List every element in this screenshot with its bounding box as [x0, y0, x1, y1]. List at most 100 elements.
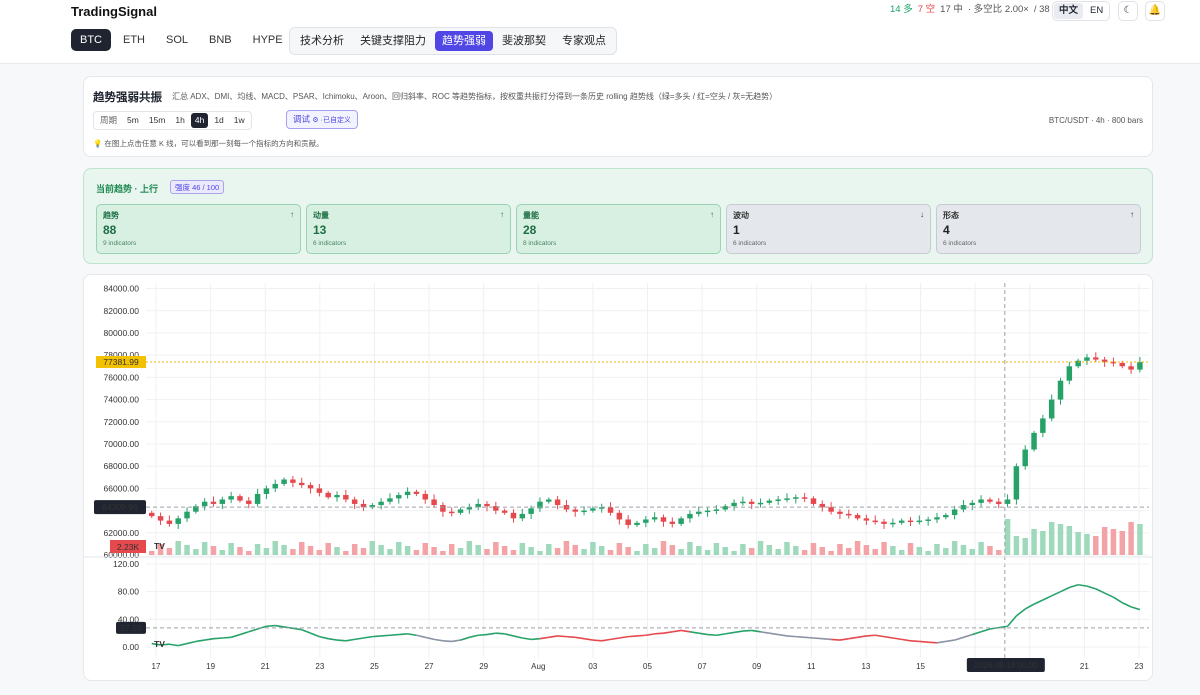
current-trend-panel: 当前趋势 · 上行 强度 46 / 100 趋势 ↑ 88 9 indicators 动…: [83, 168, 1153, 264]
candle-body: [951, 509, 958, 516]
candle-body: [466, 507, 473, 510]
candle-body: [643, 519, 649, 523]
coin-tab-bnb[interactable]: BNB: [209, 34, 232, 46]
crosshair-price-tag: [94, 500, 146, 515]
volume-bar: [598, 546, 605, 555]
candle-body: [660, 517, 667, 522]
strength-line-segment: [786, 635, 796, 638]
bell-icon[interactable]: 🔔: [1145, 1, 1165, 21]
trend-card-sub: 6 indicators: [733, 240, 767, 247]
volume-bar: [696, 546, 702, 555]
candle-body: [916, 520, 923, 523]
x-tick-label: 27: [425, 662, 434, 671]
nav-tab-1[interactable]: 技术分析: [300, 35, 344, 47]
coin-tab-sol[interactable]: SOL: [166, 34, 189, 46]
price-axis-label: 84000.00: [104, 284, 140, 294]
candle-body: [246, 500, 252, 504]
nav-tab-5[interactable]: 专家观点: [562, 35, 606, 47]
strength-line-segment: [848, 636, 858, 640]
candle-body: [272, 483, 278, 489]
period-button-1h[interactable]: 1h: [175, 115, 185, 125]
strength-line-segment: [1078, 583, 1088, 587]
period-label: 周期: [100, 115, 118, 125]
volume-bar: [369, 541, 376, 555]
period-button-1d[interactable]: 1d: [214, 115, 224, 125]
trend-card-value: 13: [313, 223, 327, 237]
direction-arrow-icon: ↓: [920, 210, 924, 219]
volume-bar: [360, 548, 367, 555]
candle-body: [175, 518, 181, 524]
volume-bar: [704, 550, 711, 555]
strength-line-segment: [910, 639, 920, 643]
panel-title: 趋势强弱共振: [93, 92, 162, 104]
strength-line-segment: [892, 637, 902, 641]
candle-body: [448, 511, 455, 514]
x-tick-label: 09: [752, 662, 761, 671]
x-tick-label: 11: [807, 662, 816, 671]
candle-body: [475, 503, 481, 508]
neutral-count: 17 中: [940, 4, 963, 15]
candle-body: [1013, 466, 1020, 500]
coin-tab-hype[interactable]: HYPE: [252, 34, 283, 46]
price-chart-panel[interactable]: 17192123252729Aug03050709111315171921238…: [83, 274, 1153, 681]
candle-body: [687, 513, 693, 519]
strength-line-segment: [381, 634, 391, 637]
moon-icon[interactable]: ☾: [1118, 1, 1138, 21]
volume-bar: [854, 541, 861, 555]
strength-badge: 强度 46 / 100: [170, 180, 225, 194]
strength-line-segment: [795, 635, 805, 639]
strength-line-segment: [998, 625, 1008, 629]
tradingview-logo-icon: TV: [154, 541, 165, 551]
candle-body: [634, 522, 640, 526]
candle-body: [960, 505, 967, 510]
nav-tab-3[interactable]: 趋势强弱: [435, 31, 493, 51]
strength-line-segment: [760, 630, 770, 634]
candlestick-chart[interactable]: 17192123252729Aug03050709111315171921238…: [84, 275, 1153, 681]
period-button-1w[interactable]: 1w: [233, 115, 245, 125]
strength-line-segment: [1121, 602, 1132, 608]
volume-bar: [193, 549, 199, 555]
candle-body: [334, 495, 340, 498]
strength-line-segment: [557, 635, 567, 638]
volume-bar: [290, 549, 296, 555]
volume-bar: [1101, 527, 1108, 555]
nav-tab-2[interactable]: 关键支撑阻力: [360, 35, 426, 47]
usage-tip: 💡 在图上点击任意 K 线，可以看到那一刻每一个指标的方向和贡献。: [93, 139, 324, 148]
candle-body: [1048, 399, 1055, 419]
trend-card-value: 1: [733, 223, 740, 237]
period-button-4h[interactable]: 4h: [190, 113, 209, 128]
crosshair-price-value: 64309.96: [102, 502, 138, 512]
x-tick-label: 21: [1080, 662, 1089, 671]
strength-line-segment: [495, 632, 505, 635]
debug-button[interactable]: 调试 ⚙ ·已自定义: [286, 110, 358, 129]
volume-bar: [325, 543, 331, 555]
volume-bar: [960, 545, 967, 555]
candle-body: [431, 499, 437, 506]
volume-bar: [149, 551, 155, 555]
volume-value: 2.23K: [117, 542, 140, 552]
direction-arrow-icon: ↑: [500, 210, 504, 219]
coin-tab-btc[interactable]: BTC: [71, 29, 111, 51]
strength-line-segment: [151, 642, 161, 646]
trend-card-2: 动量 ↑ 13 6 indicators: [306, 204, 511, 254]
period-button-15m[interactable]: 15m: [148, 115, 166, 125]
volume-bar: [501, 546, 508, 555]
volume-bar: [1031, 529, 1037, 555]
strength-line-segment: [628, 635, 638, 638]
candle-body: [713, 509, 720, 511]
volume-bar: [493, 542, 499, 555]
price-axis-label: 70000.00: [104, 439, 140, 449]
strength-line-segment: [883, 635, 893, 639]
x-tick-label: 13: [861, 662, 870, 671]
candle-body: [943, 515, 949, 518]
strength-line-segment: [204, 637, 214, 641]
volume-bar: [546, 544, 552, 555]
lang-en-button[interactable]: EN: [1090, 5, 1104, 16]
nav-tab-4[interactable]: 斐波那契: [502, 35, 546, 47]
candle-body: [590, 508, 596, 511]
brand-logo[interactable]: TradingSignal: [71, 4, 157, 19]
strength-line-segment: [1051, 590, 1061, 597]
lang-zh-button[interactable]: 中文: [1054, 3, 1084, 19]
period-button-5m[interactable]: 5m: [127, 115, 139, 125]
coin-tab-eth[interactable]: ETH: [123, 34, 145, 46]
